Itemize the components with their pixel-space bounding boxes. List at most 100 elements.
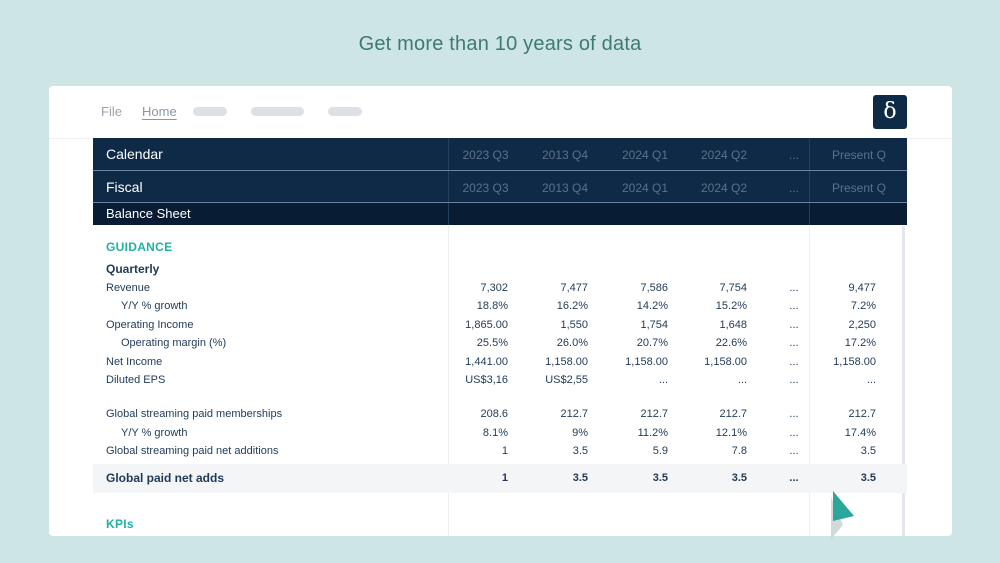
table-row[interactable]: Y/Y % growth 18.8% 16.2% 14.2% 15.2% ...… [93, 298, 907, 316]
table-row[interactable]: Operating Income 1,865.00 1,550 1,754 1,… [93, 317, 907, 335]
cell[interactable]: ... [789, 445, 799, 457]
cell[interactable]: ... [789, 374, 799, 386]
calendar-col-present[interactable]: Present Q [831, 148, 887, 162]
cell[interactable]: ... [789, 408, 799, 420]
row-label: Operating margin (%) [121, 337, 227, 349]
cell[interactable]: 7,477 [560, 282, 588, 294]
menu-placeholder-2[interactable] [251, 107, 304, 116]
cell[interactable]: 1,754 [640, 319, 668, 331]
cell[interactable]: 212.7 [848, 408, 876, 420]
column-gridline [809, 138, 810, 536]
cell[interactable]: 18.8% [476, 300, 508, 312]
menu-placeholder-1[interactable] [193, 107, 227, 116]
cell[interactable]: 17.2% [844, 337, 876, 349]
cell[interactable]: 25.5% [476, 337, 508, 349]
cell[interactable]: ... [789, 319, 799, 331]
cell[interactable]: 20.7% [636, 337, 668, 349]
fiscal-col-3[interactable]: 2024 Q1 [621, 181, 669, 195]
cell[interactable]: 8.1% [482, 427, 508, 439]
delta-logo[interactable]: δ [873, 95, 907, 129]
cell[interactable]: 1,441.00 [465, 356, 508, 368]
cell[interactable]: 1 [501, 472, 508, 484]
cell[interactable]: US$2,55 [545, 374, 588, 386]
cell[interactable]: 1,158.00 [704, 356, 747, 368]
cell[interactable]: 7,302 [480, 282, 508, 294]
cell[interactable]: 3.5 [860, 472, 876, 484]
cell[interactable]: 1 [501, 445, 508, 457]
cell[interactable]: 1,158.00 [545, 356, 588, 368]
menu-file[interactable]: File [101, 104, 122, 119]
header-divider [809, 171, 810, 202]
calendar-col-3[interactable]: 2024 Q1 [621, 148, 669, 162]
cell[interactable]: 2,250 [848, 319, 876, 331]
cell[interactable]: ... [866, 374, 876, 386]
cell[interactable]: ... [789, 427, 799, 439]
cell[interactable]: 3.5 [572, 445, 588, 457]
cell[interactable]: ... [789, 356, 799, 368]
table-row[interactable]: Operating margin (%) 25.5% 26.0% 20.7% 2… [93, 335, 907, 353]
calendar-col-4[interactable]: 2024 Q2 [700, 148, 748, 162]
cell[interactable]: 3.5 [572, 472, 588, 484]
cell[interactable]: 22.6% [715, 337, 747, 349]
fiscal-col-ellipsis[interactable]: ... [788, 181, 799, 195]
table-row[interactable]: Y/Y % growth 8.1% 9% 11.2% 12.1% ... 17.… [93, 425, 907, 443]
total-row-label: Global paid net adds [106, 471, 225, 485]
cell[interactable]: ... [789, 337, 799, 349]
vertical-scrollbar[interactable] [902, 226, 905, 536]
cell[interactable]: 15.2% [715, 300, 747, 312]
cell[interactable]: 208.6 [480, 408, 508, 420]
cell[interactable]: 12.1% [715, 427, 747, 439]
cell[interactable]: 1,158.00 [625, 356, 668, 368]
cell[interactable]: 212.7 [640, 408, 668, 420]
cell[interactable]: 5.9 [652, 445, 668, 457]
table-row[interactable]: Global streaming paid memberships 208.6 … [93, 406, 907, 424]
cell[interactable]: 7,754 [719, 282, 747, 294]
cell[interactable]: ... [658, 374, 668, 386]
cell[interactable]: 1,158.00 [833, 356, 876, 368]
cell[interactable]: 17.4% [844, 427, 876, 439]
cell[interactable]: 212.7 [719, 408, 747, 420]
cell[interactable]: 1,648 [719, 319, 747, 331]
cell[interactable]: ... [737, 374, 747, 386]
row-label: Diluted EPS [106, 374, 166, 386]
fiscal-col-2[interactable]: 2013 Q4 [541, 181, 589, 195]
cell[interactable]: 1,865.00 [465, 319, 508, 331]
cell[interactable]: 7,586 [640, 282, 668, 294]
table-row[interactable]: Revenue 7,302 7,477 7,586 7,754 ... 9,47… [93, 280, 907, 298]
header-separator [93, 202, 907, 203]
fiscal-col-4[interactable]: 2024 Q2 [700, 181, 748, 195]
cell[interactable]: 16.2% [556, 300, 588, 312]
cell[interactable]: 9% [572, 427, 588, 439]
spreadsheet-window: File Home δ Calendar 2023 Q3 2013 Q4 202… [49, 86, 952, 536]
header-divider [809, 203, 810, 225]
fiscal-col-present[interactable]: Present Q [831, 181, 887, 195]
cell[interactable]: ... [789, 472, 799, 484]
cell[interactable]: ... [789, 282, 799, 294]
calendar-col-1[interactable]: 2023 Q3 [462, 148, 509, 162]
balance-sheet-row: Balance Sheet [93, 203, 907, 225]
table-row[interactable]: Net Income 1,441.00 1,158.00 1,158.00 1,… [93, 354, 907, 372]
cell[interactable]: 11.2% [637, 427, 668, 439]
fiscal-col-1[interactable]: 2023 Q3 [462, 181, 509, 195]
cell[interactable]: 26.0% [556, 337, 588, 349]
cell[interactable]: ... [789, 300, 799, 312]
menu-placeholder-3[interactable] [328, 107, 362, 116]
cell[interactable]: 212.7 [560, 408, 588, 420]
cell[interactable]: 14.2% [636, 300, 668, 312]
calendar-col-2[interactable]: 2013 Q4 [541, 148, 589, 162]
table-row[interactable]: Global streaming paid net additions 1 3.… [93, 443, 907, 461]
cell[interactable]: 3.5 [860, 445, 876, 457]
cell[interactable]: 7.2% [850, 300, 876, 312]
fiscal-label: Fiscal [106, 179, 143, 195]
calendar-col-ellipsis[interactable]: ... [788, 148, 799, 162]
cell[interactable]: 9,477 [848, 282, 876, 294]
cell[interactable]: 3.5 [652, 472, 668, 484]
cell[interactable]: 7.8 [731, 445, 747, 457]
cell[interactable]: 3.5 [731, 472, 747, 484]
cell[interactable]: 1,550 [560, 319, 588, 331]
table-row[interactable]: Diluted EPS US$3,16 US$2,55 ... ... ... … [93, 372, 907, 390]
column-gridline [448, 138, 449, 536]
total-row[interactable]: Global paid net adds 1 3.5 3.5 3.5 ... 3… [93, 464, 907, 493]
menu-home[interactable]: Home [142, 104, 177, 119]
cell[interactable]: US$3,16 [465, 374, 508, 386]
